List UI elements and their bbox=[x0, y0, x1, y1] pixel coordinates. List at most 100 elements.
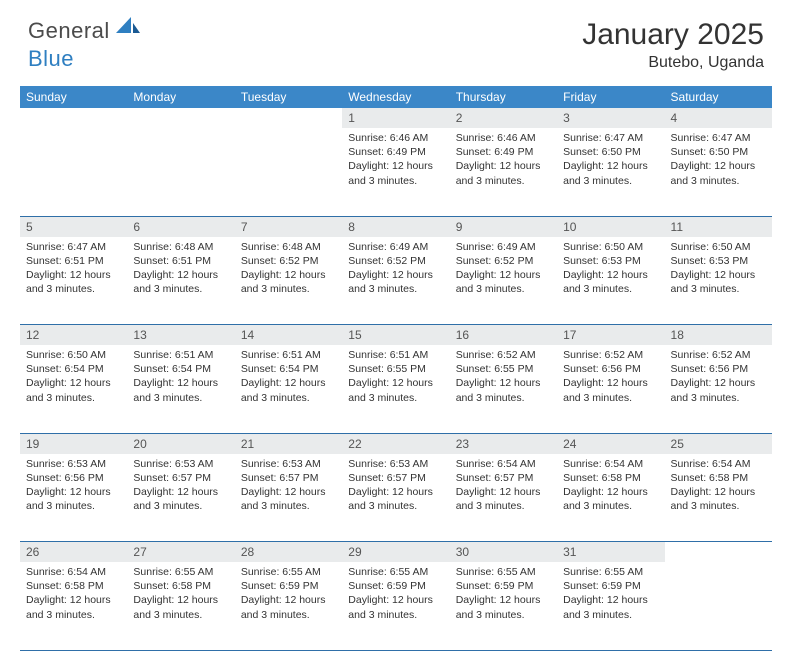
daylight-line: Daylight: 12 hours and 3 minutes. bbox=[671, 376, 766, 404]
sunset-line: Sunset: 6:57 PM bbox=[456, 471, 551, 485]
sunrise-line: Sunrise: 6:54 AM bbox=[671, 457, 766, 471]
day-number: 26 bbox=[20, 542, 127, 562]
sunset-line: Sunset: 6:51 PM bbox=[26, 254, 121, 268]
sunset-line: Sunset: 6:56 PM bbox=[671, 362, 766, 376]
title-month: January 2025 bbox=[582, 18, 764, 52]
sunset-line: Sunset: 6:55 PM bbox=[456, 362, 551, 376]
sunset-line: Sunset: 6:51 PM bbox=[133, 254, 228, 268]
day-number: 12 bbox=[20, 325, 127, 345]
sunrise-line: Sunrise: 6:50 AM bbox=[563, 240, 658, 254]
sunrise-line: Sunrise: 6:55 AM bbox=[563, 565, 658, 579]
daylight-line: Daylight: 12 hours and 3 minutes. bbox=[26, 485, 121, 513]
weekday-header-row: SundayMondayTuesdayWednesdayThursdayFrid… bbox=[20, 86, 772, 108]
daylight-line: Daylight: 12 hours and 3 minutes. bbox=[348, 376, 443, 404]
day-number: 18 bbox=[665, 325, 772, 345]
daylight-line: Daylight: 12 hours and 3 minutes. bbox=[241, 268, 336, 296]
day-info: Sunrise: 6:55 AMSunset: 6:59 PMDaylight:… bbox=[342, 562, 449, 628]
daylight-line: Daylight: 12 hours and 3 minutes. bbox=[456, 376, 551, 404]
day-number: 15 bbox=[342, 325, 449, 345]
sunrise-line: Sunrise: 6:51 AM bbox=[348, 348, 443, 362]
sunset-line: Sunset: 6:59 PM bbox=[348, 579, 443, 593]
day-info: Sunrise: 6:49 AMSunset: 6:52 PMDaylight:… bbox=[342, 237, 449, 303]
sunrise-line: Sunrise: 6:52 AM bbox=[563, 348, 658, 362]
daylight-line: Daylight: 12 hours and 3 minutes. bbox=[348, 268, 443, 296]
daylight-line: Daylight: 12 hours and 3 minutes. bbox=[456, 268, 551, 296]
sunrise-line: Sunrise: 6:50 AM bbox=[26, 348, 121, 362]
day-info: Sunrise: 6:47 AMSunset: 6:50 PMDaylight:… bbox=[665, 128, 772, 194]
daylight-line: Daylight: 12 hours and 3 minutes. bbox=[456, 593, 551, 621]
logo: General bbox=[28, 18, 144, 44]
sunrise-line: Sunrise: 6:55 AM bbox=[456, 565, 551, 579]
day-info: Sunrise: 6:47 AMSunset: 6:51 PMDaylight:… bbox=[20, 237, 127, 303]
sunrise-line: Sunrise: 6:46 AM bbox=[456, 131, 551, 145]
sunrise-line: Sunrise: 6:53 AM bbox=[26, 457, 121, 471]
daylight-line: Daylight: 12 hours and 3 minutes. bbox=[241, 593, 336, 621]
day-info: Sunrise: 6:48 AMSunset: 6:51 PMDaylight:… bbox=[127, 237, 234, 303]
day-info: Sunrise: 6:53 AMSunset: 6:57 PMDaylight:… bbox=[235, 454, 342, 520]
sunset-line: Sunset: 6:56 PM bbox=[26, 471, 121, 485]
day-info: Sunrise: 6:53 AMSunset: 6:56 PMDaylight:… bbox=[20, 454, 127, 520]
day-number-row: 12131415161718 bbox=[20, 325, 772, 346]
sunrise-line: Sunrise: 6:47 AM bbox=[563, 131, 658, 145]
daylight-line: Daylight: 12 hours and 3 minutes. bbox=[563, 159, 658, 187]
day-info: Sunrise: 6:51 AMSunset: 6:55 PMDaylight:… bbox=[342, 345, 449, 411]
day-info: Sunrise: 6:52 AMSunset: 6:56 PMDaylight:… bbox=[665, 345, 772, 411]
sunrise-line: Sunrise: 6:53 AM bbox=[241, 457, 336, 471]
sunrise-line: Sunrise: 6:48 AM bbox=[241, 240, 336, 254]
day-info: Sunrise: 6:49 AMSunset: 6:52 PMDaylight:… bbox=[450, 237, 557, 303]
daylight-line: Daylight: 12 hours and 3 minutes. bbox=[133, 593, 228, 621]
sunrise-line: Sunrise: 6:54 AM bbox=[563, 457, 658, 471]
sunset-line: Sunset: 6:50 PM bbox=[563, 145, 658, 159]
day-info: Sunrise: 6:55 AMSunset: 6:59 PMDaylight:… bbox=[235, 562, 342, 628]
day-number: 4 bbox=[665, 108, 772, 128]
daylight-line: Daylight: 12 hours and 3 minutes. bbox=[241, 376, 336, 404]
sunset-line: Sunset: 6:49 PM bbox=[456, 145, 551, 159]
day-info: Sunrise: 6:47 AMSunset: 6:50 PMDaylight:… bbox=[557, 128, 664, 194]
daylight-line: Daylight: 12 hours and 3 minutes. bbox=[348, 159, 443, 187]
daylight-line: Daylight: 12 hours and 3 minutes. bbox=[671, 159, 766, 187]
sunrise-line: Sunrise: 6:53 AM bbox=[133, 457, 228, 471]
sunset-line: Sunset: 6:52 PM bbox=[456, 254, 551, 268]
day-number-row: 19202122232425 bbox=[20, 433, 772, 454]
day-info: Sunrise: 6:50 AMSunset: 6:54 PMDaylight:… bbox=[20, 345, 127, 411]
sunrise-line: Sunrise: 6:49 AM bbox=[348, 240, 443, 254]
sunset-line: Sunset: 6:52 PM bbox=[241, 254, 336, 268]
header: General January 2025 Butebo, Uganda bbox=[0, 0, 792, 80]
day-info: Sunrise: 6:53 AMSunset: 6:57 PMDaylight:… bbox=[342, 454, 449, 520]
day-number: 29 bbox=[342, 542, 449, 562]
day-info-row: Sunrise: 6:54 AMSunset: 6:58 PMDaylight:… bbox=[20, 562, 772, 650]
daylight-line: Daylight: 12 hours and 3 minutes. bbox=[563, 593, 658, 621]
day-info: Sunrise: 6:50 AMSunset: 6:53 PMDaylight:… bbox=[557, 237, 664, 303]
daylight-line: Daylight: 12 hours and 3 minutes. bbox=[456, 159, 551, 187]
day-info: Sunrise: 6:55 AMSunset: 6:59 PMDaylight:… bbox=[557, 562, 664, 628]
day-number-row: 262728293031 bbox=[20, 542, 772, 563]
day-info: Sunrise: 6:52 AMSunset: 6:56 PMDaylight:… bbox=[557, 345, 664, 411]
daylight-line: Daylight: 12 hours and 3 minutes. bbox=[348, 593, 443, 621]
sunrise-line: Sunrise: 6:55 AM bbox=[133, 565, 228, 579]
sunset-line: Sunset: 6:54 PM bbox=[133, 362, 228, 376]
day-number: 8 bbox=[342, 217, 449, 237]
day-number-row: 567891011 bbox=[20, 216, 772, 237]
title-location: Butebo, Uganda bbox=[582, 54, 764, 72]
day-number bbox=[127, 108, 234, 128]
sunset-line: Sunset: 6:58 PM bbox=[133, 579, 228, 593]
day-number: 24 bbox=[557, 434, 664, 454]
daylight-line: Daylight: 12 hours and 3 minutes. bbox=[133, 376, 228, 404]
sunrise-line: Sunrise: 6:52 AM bbox=[456, 348, 551, 362]
day-info: Sunrise: 6:55 AMSunset: 6:58 PMDaylight:… bbox=[127, 562, 234, 628]
daylight-line: Daylight: 12 hours and 3 minutes. bbox=[241, 485, 336, 513]
sunset-line: Sunset: 6:52 PM bbox=[348, 254, 443, 268]
sunset-line: Sunset: 6:49 PM bbox=[348, 145, 443, 159]
sunset-line: Sunset: 6:55 PM bbox=[348, 362, 443, 376]
day-info: Sunrise: 6:54 AMSunset: 6:57 PMDaylight:… bbox=[450, 454, 557, 520]
sunrise-line: Sunrise: 6:51 AM bbox=[133, 348, 228, 362]
daylight-line: Daylight: 12 hours and 3 minutes. bbox=[671, 268, 766, 296]
sunrise-line: Sunrise: 6:48 AM bbox=[133, 240, 228, 254]
sunrise-line: Sunrise: 6:47 AM bbox=[26, 240, 121, 254]
day-number bbox=[20, 108, 127, 128]
sunrise-line: Sunrise: 6:47 AM bbox=[671, 131, 766, 145]
weekday-header: Wednesday bbox=[342, 86, 449, 108]
day-number: 13 bbox=[127, 325, 234, 345]
day-number: 28 bbox=[235, 542, 342, 562]
weekday-header: Tuesday bbox=[235, 86, 342, 108]
